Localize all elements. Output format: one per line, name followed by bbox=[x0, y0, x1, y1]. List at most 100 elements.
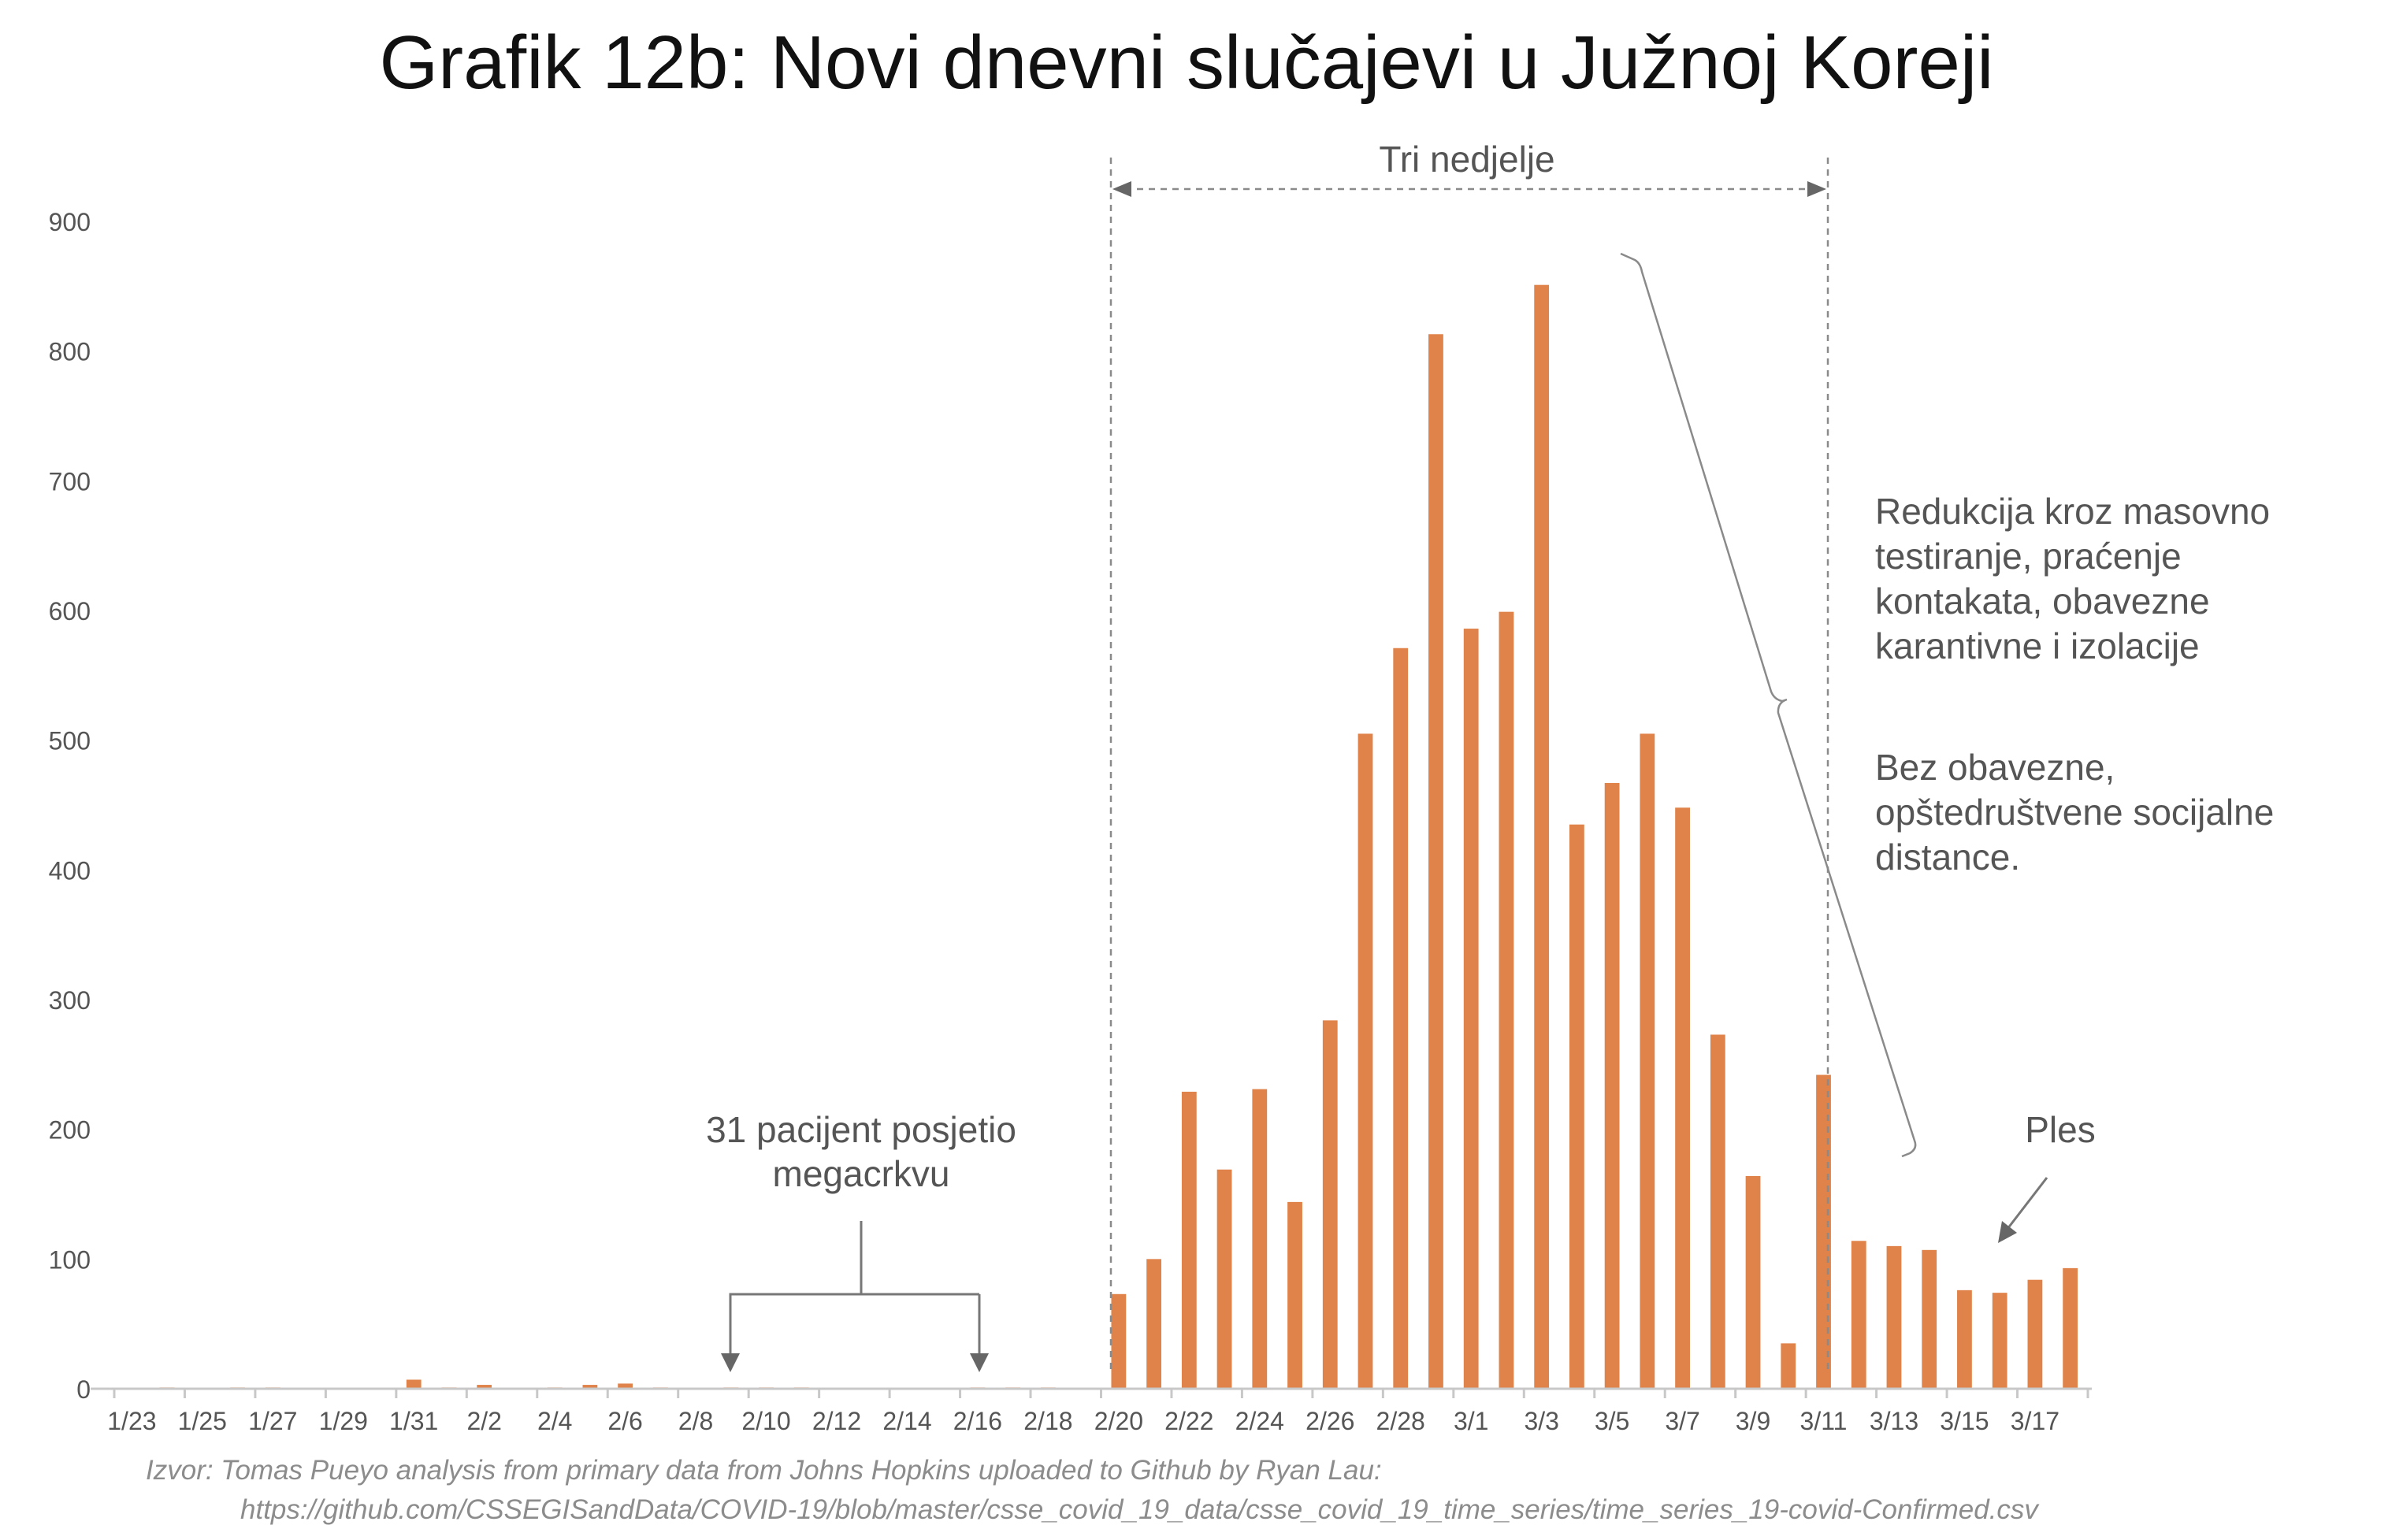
three-weeks-left-arrowhead bbox=[1112, 181, 1131, 197]
x-tick-label: 2/14 bbox=[882, 1407, 931, 1435]
x-tick-label: 3/3 bbox=[1524, 1407, 1558, 1435]
x-tick-label: 1/25 bbox=[178, 1407, 227, 1435]
patient-31-label-line2: megacrkvu bbox=[773, 1153, 950, 1194]
dance-annotation: Ples bbox=[1998, 1109, 2096, 1243]
x-axis-labels: 1/23 1/25 1/27 1/29 1/31 2/2 2/4 2/6 2/8 2/10 2/12… bbox=[107, 1407, 2059, 1435]
x-tick-label: 2/10 bbox=[741, 1407, 790, 1435]
x-tick-label: 2/20 bbox=[1094, 1407, 1143, 1435]
three-weeks-right-arrowhead bbox=[1807, 181, 1826, 197]
dance-arrowhead bbox=[1998, 1221, 2017, 1243]
y-tick-label: 200 bbox=[49, 1116, 91, 1145]
source-line-2: https://github.com/CSSEGISandData/COVID-… bbox=[240, 1494, 2040, 1525]
bar-2-24 bbox=[1252, 1089, 1268, 1389]
x-tick-label: 3/5 bbox=[1595, 1407, 1629, 1435]
x-tick-label: 3/15 bbox=[1940, 1407, 1989, 1435]
reduction-brace bbox=[1620, 252, 1917, 1158]
x-tick-label: 2/16 bbox=[953, 1407, 1002, 1435]
x-tick-label: 2/4 bbox=[537, 1407, 572, 1435]
y-tick-label: 300 bbox=[49, 986, 91, 1015]
bar-2-5 bbox=[582, 1385, 598, 1389]
patient-31-left-arrowhead bbox=[721, 1353, 740, 1372]
bar-2-25 bbox=[1287, 1201, 1302, 1389]
dance-arrow-line bbox=[2006, 1177, 2048, 1230]
bar-3-1 bbox=[1463, 629, 1479, 1389]
x-tick-label: 1/23 bbox=[107, 1407, 156, 1435]
reduction-line-2: testiranje, praćenje bbox=[1875, 536, 2182, 577]
bar-3-3 bbox=[1534, 284, 1550, 1390]
bar-3-7 bbox=[1675, 807, 1690, 1389]
patient-31-bracket bbox=[729, 1221, 863, 1356]
x-tick-label: 1/29 bbox=[319, 1407, 368, 1435]
x-tick-label: 3/1 bbox=[1454, 1407, 1488, 1435]
x-tick-label: 3/13 bbox=[1870, 1407, 1918, 1435]
three-weeks-label: Tri nedjelje bbox=[1379, 139, 1554, 180]
x-tick-label: 2/2 bbox=[466, 1407, 501, 1435]
y-tick-label: 800 bbox=[49, 338, 91, 366]
x-tick-label: 2/24 bbox=[1235, 1407, 1284, 1435]
x-tick-label: 3/11 bbox=[1800, 1407, 1848, 1435]
bar-3-9 bbox=[1745, 1175, 1761, 1389]
x-axis-ticks bbox=[113, 1389, 2089, 1398]
bar-3-12 bbox=[1851, 1241, 1866, 1389]
reduction-line-1: Redukcija kroz masovno bbox=[1875, 491, 2270, 532]
y-tick-label: 700 bbox=[49, 467, 91, 495]
x-tick-label: 2/6 bbox=[607, 1407, 642, 1435]
bar-3-2 bbox=[1499, 611, 1514, 1389]
no-distance-line-3: distance. bbox=[1875, 837, 2020, 878]
x-tick-label: 1/27 bbox=[248, 1407, 297, 1435]
y-tick-label: 0 bbox=[76, 1375, 91, 1404]
x-tick-label: 2/22 bbox=[1164, 1407, 1213, 1435]
bar-2-2 bbox=[477, 1385, 492, 1389]
bar-2-22 bbox=[1181, 1091, 1197, 1389]
three-weeks-annotation: Tri nedjelje bbox=[1109, 139, 1829, 1371]
reduction-line-3: kontakata, obavezne bbox=[1875, 581, 2210, 622]
bar-2-29 bbox=[1428, 334, 1443, 1389]
bar-3-16 bbox=[1992, 1293, 2007, 1389]
x-tick-label: 1/31 bbox=[389, 1407, 438, 1435]
y-tick-label: 500 bbox=[49, 727, 91, 755]
bar-3-8 bbox=[1710, 1034, 1725, 1389]
bars bbox=[159, 284, 2078, 1390]
x-tick-label: 2/26 bbox=[1305, 1407, 1354, 1435]
x-tick-label: 2/12 bbox=[812, 1407, 861, 1435]
no-distance-line-2: opštedruštvene socijalne bbox=[1875, 792, 2274, 833]
reduction-line-4: karantivne i izolacije bbox=[1875, 625, 2200, 666]
x-tick-label: 3/7 bbox=[1665, 1407, 1699, 1435]
bar-2-28 bbox=[1393, 648, 1409, 1389]
x-tick-label: 2/8 bbox=[678, 1407, 713, 1435]
x-tick-label: 3/9 bbox=[1736, 1407, 1770, 1435]
bar-2-23 bbox=[1216, 1169, 1232, 1389]
y-axis-ticks: 0 100 200 300 400 500 600 700 800 900 bbox=[49, 208, 91, 1404]
y-tick-label: 400 bbox=[49, 856, 91, 885]
x-tick-label: 2/28 bbox=[1376, 1407, 1425, 1435]
bar-2-27 bbox=[1357, 733, 1373, 1389]
bar-3-6 bbox=[1640, 733, 1655, 1389]
patient-31-annotation: 31 pacijent posjetio megacrkvu bbox=[706, 1109, 1016, 1372]
source-line-1: Izvor: Tomas Pueyo analysis from primary… bbox=[146, 1455, 1382, 1486]
no-distance-text: Bez obavezne, opštedruštvene socijalne d… bbox=[1875, 747, 2274, 878]
reduction-text: Redukcija kroz masovno testiranje, praće… bbox=[1875, 491, 2270, 666]
bar-3-4 bbox=[1569, 824, 1584, 1389]
x-tick-label: 3/17 bbox=[2011, 1407, 2059, 1435]
patient-31-right-arrowhead bbox=[970, 1353, 989, 1372]
chart-title: Grafik 12b: Novi dnevni slučajevi u Južn… bbox=[380, 20, 1994, 105]
bar-3-5 bbox=[1604, 783, 1620, 1389]
patient-31-label-line1: 31 pacijent posjetio bbox=[706, 1109, 1016, 1150]
no-distance-line-1: Bez obavezne, bbox=[1875, 747, 2115, 788]
y-tick-label: 600 bbox=[49, 597, 91, 625]
bar-2-21 bbox=[1146, 1259, 1161, 1389]
y-tick-label: 100 bbox=[49, 1245, 91, 1274]
bar-3-14 bbox=[1922, 1249, 1937, 1389]
bar-1-31 bbox=[406, 1379, 422, 1389]
dance-label: Ples bbox=[2025, 1109, 2095, 1150]
bar-3-13 bbox=[1886, 1245, 1902, 1389]
y-tick-label: 900 bbox=[49, 208, 91, 236]
bar-3-15 bbox=[1957, 1290, 1972, 1389]
x-tick-label: 2/18 bbox=[1023, 1407, 1072, 1435]
bar-2-6 bbox=[618, 1383, 633, 1389]
bar-2-20 bbox=[1111, 1293, 1127, 1389]
bar-3-18 bbox=[2063, 1267, 2078, 1389]
bar-2-26 bbox=[1322, 1020, 1338, 1389]
